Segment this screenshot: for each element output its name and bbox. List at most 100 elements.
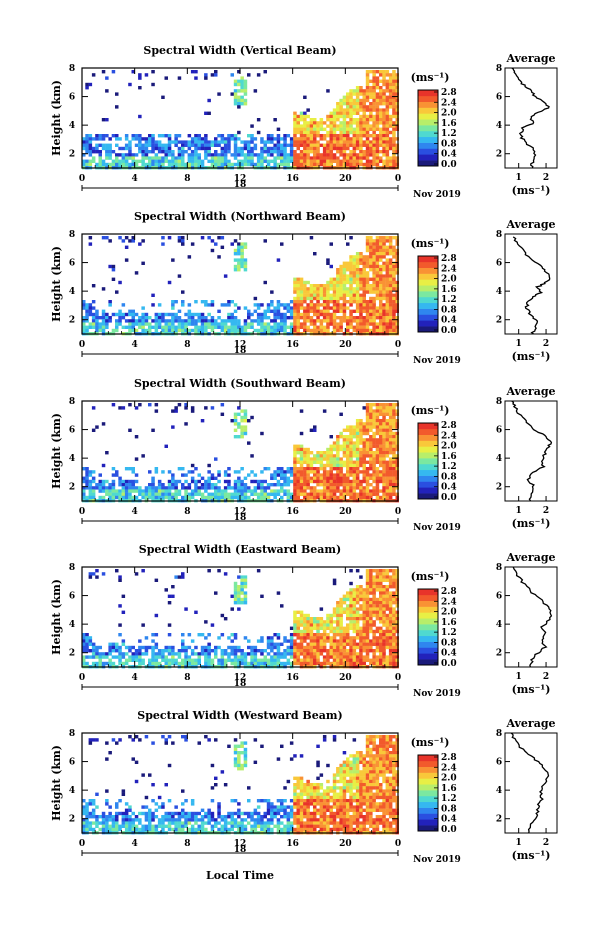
heatmap-cell <box>349 604 353 608</box>
heatmap-cell <box>157 492 162 496</box>
heatmap-cell <box>349 597 353 602</box>
heatmap-cell <box>326 280 330 285</box>
heatmap-cell <box>293 306 297 310</box>
heatmap-cell <box>352 591 357 595</box>
heatmap-cell <box>220 655 225 659</box>
heatmap-cell <box>388 428 393 432</box>
heatmap-cell <box>286 306 291 310</box>
colorbar-swatch <box>418 142 438 149</box>
heatmap-cell <box>299 617 304 621</box>
heatmap-cell <box>280 655 284 659</box>
heatmap-cell <box>177 655 182 659</box>
heatmap-cell <box>306 451 310 455</box>
heatmap-cell <box>194 153 198 157</box>
heatmap-cell <box>263 70 267 74</box>
heatmap-cell <box>247 73 251 77</box>
heatmap-cell <box>141 454 145 458</box>
heatmap-cell <box>273 146 277 151</box>
heatmap-cell <box>316 495 320 500</box>
heatmap-cell <box>121 492 126 496</box>
heatmap-cell <box>214 150 218 154</box>
heatmap-cell <box>309 451 314 455</box>
heatmap-cell <box>395 457 399 461</box>
heatmap-cell <box>286 639 291 643</box>
heatmap-cell <box>359 156 363 160</box>
heatmap-cell <box>293 130 297 135</box>
heatmap-cell <box>382 296 386 301</box>
heatmap-cell <box>392 255 396 259</box>
heatmap-cell <box>316 287 320 291</box>
heatmap-cell <box>322 284 327 288</box>
heatmap-cell <box>289 300 294 304</box>
heatmap-cell <box>372 159 376 163</box>
heatmap-cell <box>319 451 324 455</box>
heatmap-cell <box>141 658 145 662</box>
heatmap-cell <box>299 492 304 496</box>
heatmap-cell <box>276 649 281 653</box>
heatmap-cell <box>322 457 327 461</box>
heatmap-cell <box>349 594 353 598</box>
heatmap-cell <box>184 162 188 167</box>
heatmap-cell <box>365 162 370 167</box>
heatmap-cell <box>243 156 248 160</box>
heatmap-cell <box>379 150 383 154</box>
heatmap-cell <box>322 470 327 474</box>
heatmap-cell <box>388 95 393 99</box>
heatmap-cell <box>273 645 277 650</box>
heatmap-cell <box>233 412 238 416</box>
heatmap-cell <box>392 130 396 135</box>
heatmap-cell <box>197 492 201 496</box>
heatmap-cell <box>167 601 172 605</box>
heatmap-cell <box>355 438 360 442</box>
heatmap-cell <box>332 607 337 611</box>
heatmap-cell <box>270 159 274 163</box>
heatmap-cell <box>154 578 159 582</box>
heatmap-cell <box>237 661 241 666</box>
heatmap-cell <box>392 489 396 493</box>
heatmap-cell <box>372 82 376 87</box>
heatmap-cell <box>91 661 96 666</box>
heatmap-cell <box>124 156 129 160</box>
heatmap-cell <box>253 319 258 323</box>
heatmap-cell <box>181 325 185 329</box>
heatmap-cell <box>124 489 129 493</box>
heatmap-cell <box>214 70 218 74</box>
heatmap-cell <box>342 118 347 122</box>
heatmap-cell <box>372 473 376 477</box>
heatmap-cell <box>164 319 168 323</box>
heatmap-cell <box>359 617 363 621</box>
heatmap-cell <box>379 137 383 141</box>
heatmap-cell <box>346 316 350 320</box>
heatmap-cell <box>115 137 119 141</box>
heatmap-cell <box>385 578 390 582</box>
heatmap-cell <box>372 280 376 285</box>
heatmap-cell <box>355 591 360 595</box>
heatmap-cell <box>382 137 386 141</box>
heatmap-cell <box>369 322 373 326</box>
heatmap-cell <box>276 633 281 637</box>
heatmap-cell <box>336 111 340 115</box>
heatmap-cell <box>359 438 363 442</box>
heatmap-cell <box>372 245 376 249</box>
heatmap-cell <box>167 159 172 163</box>
heatmap-cell <box>95 312 99 317</box>
heatmap-cell <box>85 642 89 646</box>
heatmap-cell <box>379 86 383 90</box>
heatmap-cell <box>306 649 310 653</box>
heatmap-cell <box>91 325 96 329</box>
heatmap-cell <box>118 661 122 666</box>
heatmap-cell <box>101 146 106 151</box>
heatmap-cell <box>293 296 297 301</box>
heatmap-cell <box>181 483 185 487</box>
heatmap-cell <box>359 613 363 618</box>
heatmap-cell <box>217 255 221 259</box>
heatmap-cell <box>352 661 357 666</box>
heatmap-cell <box>111 277 116 281</box>
heatmap-cell <box>306 325 310 329</box>
heatmap-cell <box>296 649 300 653</box>
heatmap-cell <box>177 140 182 144</box>
heatmap-cell <box>299 454 304 458</box>
colorbar-tick-label: 1.6 <box>441 452 457 462</box>
heatmap-cell <box>293 447 297 452</box>
heatmap-cell <box>339 642 343 646</box>
